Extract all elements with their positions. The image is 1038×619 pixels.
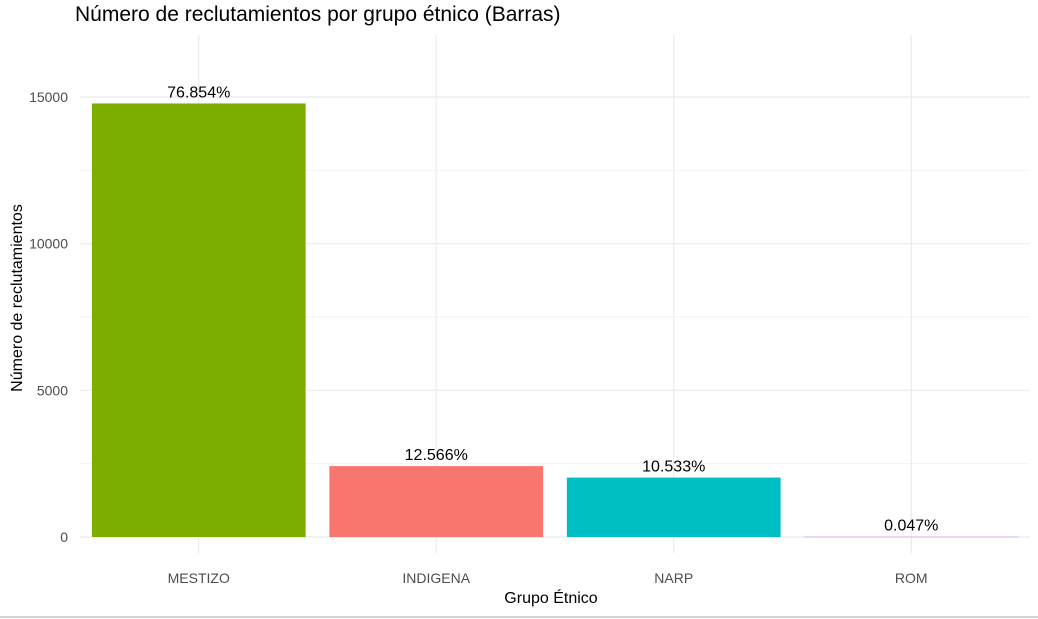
bar-indigena <box>329 466 544 537</box>
bar-value-label: 10.533% <box>642 459 705 476</box>
y-tick-label: 0 <box>60 529 68 545</box>
bar-value-label: 76.854% <box>167 84 230 101</box>
x-tick-label: INDIGENA <box>402 570 470 586</box>
bar-value-label: 12.566% <box>405 447 468 464</box>
bars <box>91 103 1019 538</box>
y-tick-label: 15000 <box>29 89 68 105</box>
bar-value-labels: 76.854% 12.566% 10.533% 0.047% <box>167 84 938 534</box>
x-axis-title: Grupo Étnico <box>504 588 597 607</box>
chart-title: Número de reclutamientos por grupo étnic… <box>75 3 561 26</box>
bottom-divider <box>0 616 1038 618</box>
y-tick-label: 5000 <box>37 382 68 398</box>
x-tick-label: MESTIZO <box>168 570 230 586</box>
x-tick-label: NARP <box>654 570 693 586</box>
y-axis-title: Número de reclutamientos <box>9 204 26 392</box>
x-axis-tick-labels: MESTIZO INDIGENA NARP ROM <box>168 570 928 586</box>
bar-mestizo <box>91 103 306 537</box>
y-tick-label: 10000 <box>29 236 68 252</box>
x-tick-label: ROM <box>895 570 928 586</box>
bar-value-label: 0.047% <box>884 518 938 535</box>
bar-rom <box>804 536 1019 538</box>
bar-narp <box>566 477 781 537</box>
y-axis-tick-labels: 0 5000 10000 15000 <box>29 89 68 545</box>
